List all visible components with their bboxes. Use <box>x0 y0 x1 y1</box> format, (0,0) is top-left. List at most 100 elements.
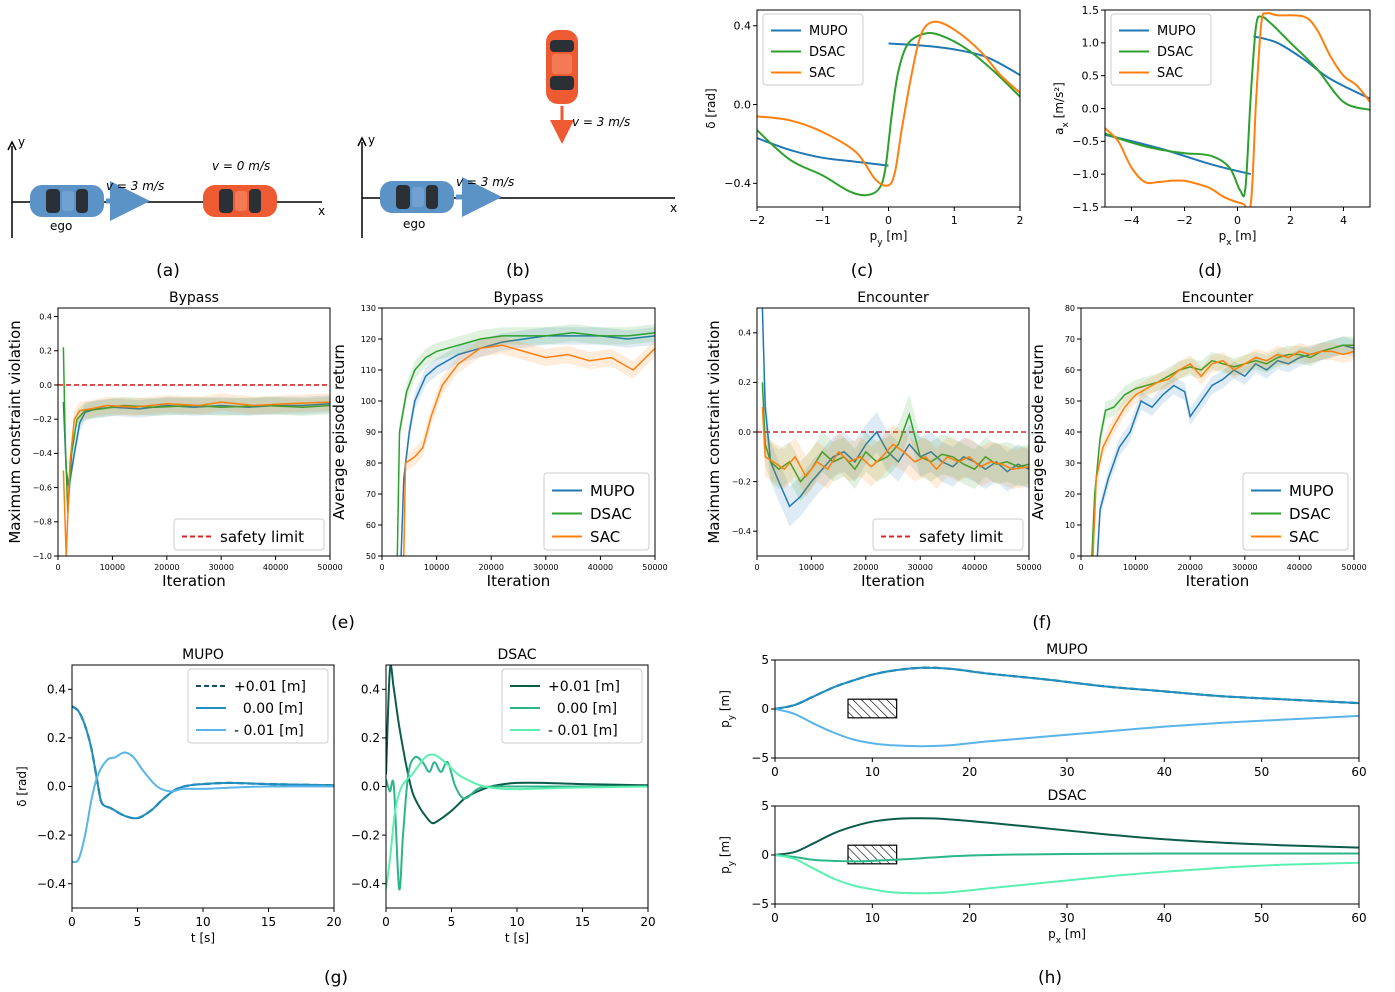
series-line-sac <box>1105 11 1370 207</box>
x-tick-label: 30000 <box>1232 563 1257 572</box>
x-tick-label: 0 <box>754 563 759 572</box>
scene-a-y-arrow-icon <box>7 140 17 151</box>
chart-title: DSAC <box>497 647 536 663</box>
legend-label: SAC <box>1157 66 1183 81</box>
plot-area-f1 <box>757 308 1029 527</box>
scene-b-x-label: x <box>670 201 677 215</box>
series-line--0-00-m- <box>775 852 1359 863</box>
y-tick-label: 70 <box>366 490 376 499</box>
y-tick-label: 0.4 <box>361 683 380 697</box>
chart-title: Bypass <box>494 290 544 306</box>
x-tick-label: 15 <box>261 915 276 929</box>
series-line-mupo <box>1253 35 1370 100</box>
scene-a-y-label: y <box>18 135 25 149</box>
x-tick-label: 40000 <box>1287 563 1312 572</box>
y-tick-label: 0.2 <box>47 731 66 745</box>
x-tick-label: 50000 <box>1341 563 1366 572</box>
legend-label: SAC <box>1289 528 1319 546</box>
plot-area-h2 <box>775 817 1359 895</box>
series-line-mupo <box>1096 344 1354 556</box>
y-tick-label: 5 <box>761 799 769 813</box>
y-tick-label: −0.4 <box>33 449 52 458</box>
y-axis-label: Average episode return <box>330 344 348 520</box>
x-tick-label: 10 <box>195 915 210 929</box>
legend-label: safety limit <box>919 528 1003 546</box>
y-tick-label: −0.4 <box>732 527 751 536</box>
caption-b: (b) <box>506 261 530 281</box>
chart-title: MUPO <box>1046 642 1088 658</box>
y-tick-label: 70 <box>1065 335 1075 344</box>
legend-label: MUPO <box>809 24 848 39</box>
y-tick-label: 80 <box>366 459 376 468</box>
x-tick-label: 0 <box>771 911 779 925</box>
y-tick-label: 0.0 <box>738 428 751 437</box>
x-tick-label: 30000 <box>533 563 558 572</box>
series-line--0-01-m- <box>775 854 1359 895</box>
chart-e1: 0 10000 20000 30000 40000 50000 −1.0 −0.8 −0.6 −0… <box>6 290 343 590</box>
x-axis-label: py [m] <box>870 229 908 248</box>
x-tick-label: 10 <box>509 915 524 929</box>
x-tick-label: 0 <box>885 214 892 227</box>
x-tick-label: 40000 <box>588 563 613 572</box>
series-line--0-01-m- <box>72 751 334 864</box>
legend-box <box>1242 472 1349 551</box>
y-tick-label: 0.2 <box>738 378 751 387</box>
legend-label: +0.01 [m] <box>234 679 306 695</box>
x-tick-label: 20 <box>326 915 341 929</box>
y-tick-label: 130 <box>361 304 376 313</box>
x-tick-label: 20000 <box>478 563 503 572</box>
legend-label: safety limit <box>220 528 304 546</box>
legend-label: +0.01 [m] <box>548 679 620 695</box>
scene-a-ego-label: ego <box>50 219 72 233</box>
series-line-sac <box>1092 350 1354 556</box>
x-axis-label: px [m] <box>1219 229 1257 248</box>
x-tick-label: −2 <box>1176 214 1192 227</box>
x-tick-label: 5 <box>448 915 456 929</box>
y-axis-label: Maximum constraint violation <box>6 320 24 543</box>
chart-f1: 0 10000 20000 30000 40000 50000 −0.4 −0.2 0.0 0.2… <box>705 290 1042 590</box>
series-line-dsac <box>396 332 655 556</box>
y-tick-label: 0.0 <box>47 780 66 794</box>
chart-f2: 0 10000 20000 30000 40000 50000 0 10 20 30 40 50 60 7… <box>1029 290 1367 590</box>
x-tick-label: 20 <box>962 765 977 779</box>
y-axis-label: Average episode return <box>1029 344 1047 520</box>
y-tick-label: 0.0 <box>39 381 52 390</box>
x-tick-label: 0 <box>68 915 76 929</box>
legend-box <box>543 472 650 551</box>
y-tick-label: −5 <box>751 897 769 911</box>
y-tick-label: 0.2 <box>361 731 380 745</box>
x-tick-label: 0 <box>1078 563 1083 572</box>
y-tick-label: −0.8 <box>33 518 52 527</box>
x-tick-label: 5 <box>134 915 142 929</box>
x-tick-label: 10000 <box>799 563 824 572</box>
plot-area-c <box>757 20 1020 197</box>
legend-label: DSAC <box>1289 505 1331 523</box>
x-tick-label: 2 <box>1287 214 1294 227</box>
y-tick-label: 80 <box>1065 304 1075 313</box>
plot-area-h1 <box>775 666 1359 748</box>
series-line-sac <box>761 407 1029 478</box>
y-axis-label: py [m] <box>718 836 737 874</box>
scene-b-y-label: y <box>368 133 375 147</box>
y-tick-label: 50 <box>1065 397 1075 406</box>
series-line-dsac <box>761 382 1029 483</box>
caption-h: (h) <box>1038 968 1062 988</box>
x-tick-label: 50 <box>1254 765 1269 779</box>
y-tick-label: −0.6 <box>33 483 52 492</box>
chart-g1: 0 5 10 15 20 −0.4 −0.2 0.0 0.2 0.4 MUPO t [s] δ [rad… <box>15 647 342 945</box>
legend-box <box>501 668 643 744</box>
x-tick-label: 20 <box>640 915 655 929</box>
x-tick-label: 60 <box>1351 765 1366 779</box>
chart-title: MUPO <box>182 647 224 663</box>
scene-b: y x v = 3 m/s ego v = 3 m/s <box>357 30 677 238</box>
y-tick-label: −1.0 <box>33 552 52 561</box>
y-tick-label: 20 <box>1065 490 1075 499</box>
y-tick-label: 1.0 <box>1082 37 1100 50</box>
x-axis-label: Iteration <box>1186 572 1250 590</box>
y-tick-label: 0.4 <box>47 683 66 697</box>
y-tick-label: −0.2 <box>37 828 66 842</box>
plot-area-g2 <box>386 665 648 891</box>
caption-a: (a) <box>156 261 180 281</box>
y-axis-label: ax [m/s²] <box>1052 82 1071 135</box>
